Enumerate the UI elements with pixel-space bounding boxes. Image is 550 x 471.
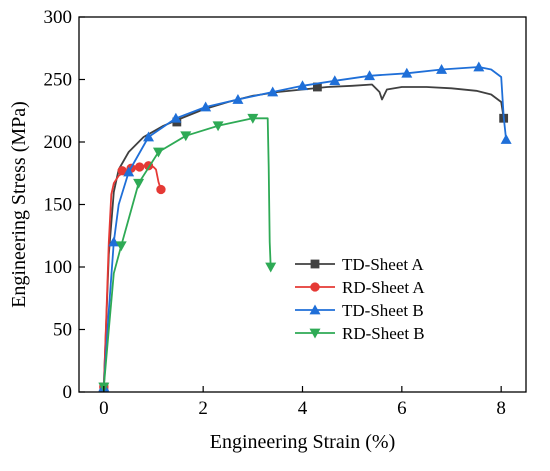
plot-frame	[78, 16, 527, 393]
legend-marker	[310, 282, 320, 292]
data-point	[180, 131, 192, 142]
data-point	[297, 80, 308, 91]
legend-marker	[309, 304, 321, 315]
x-axis-title: Engineering Strain (%)	[210, 431, 396, 453]
data-point	[436, 64, 448, 74]
series-rd-sheet-a	[99, 161, 166, 392]
data-point	[267, 86, 279, 97]
data-point	[401, 67, 413, 78]
y-tick-label: 250	[44, 70, 73, 91]
data-point	[265, 262, 277, 273]
y-tick-label: 0	[63, 382, 73, 403]
data-point	[500, 134, 512, 144]
legend-label: TD-Sheet A	[342, 255, 424, 274]
data-point	[313, 82, 322, 92]
data-point	[156, 184, 166, 195]
data-point	[117, 166, 127, 176]
series-line	[102, 66, 507, 388]
y-tick-label: 150	[44, 195, 73, 216]
data-point	[115, 241, 127, 252]
series-td-sheet-b	[98, 61, 512, 392]
legend-label: TD-Sheet B	[342, 301, 424, 320]
data-point	[123, 166, 135, 177]
data-point	[152, 147, 164, 158]
legend: TD-Sheet A RD-Sheet A TD-Sheet B RD-Sheet B	[295, 255, 425, 343]
legend-marker	[309, 328, 321, 339]
series-line	[102, 117, 272, 388]
legend-item: RD-Sheet A	[295, 278, 425, 297]
y-tick-label: 200	[44, 132, 73, 153]
data-point	[232, 94, 244, 104]
x-tick-label: 4	[298, 398, 308, 419]
y-tick-label: 100	[44, 257, 73, 278]
legend-item: TD-Sheet B	[295, 301, 424, 320]
legend-label: RD-Sheet B	[342, 324, 425, 343]
series-rd-sheet-b	[98, 113, 277, 393]
data-point	[170, 112, 182, 123]
plot-area	[98, 61, 512, 393]
data-point	[200, 101, 212, 112]
legend-marker	[310, 259, 320, 269]
y-tick-label: 50	[53, 320, 72, 341]
data-point	[134, 162, 145, 172]
data-point	[133, 178, 145, 189]
y-tick-label: 300	[44, 7, 73, 28]
x-tick-label: 0	[99, 398, 109, 419]
data-point	[108, 236, 120, 247]
legend-item: RD-Sheet B	[295, 324, 425, 343]
data-point	[473, 61, 485, 72]
x-tick-label: 2	[198, 398, 208, 419]
legend-label: RD-Sheet A	[342, 278, 425, 297]
data-point	[364, 70, 376, 81]
axes: 0 2 4 6 8 0 50 100 150 200 250 300	[44, 7, 506, 419]
y-axis-title: Engineering Stress (MPa)	[8, 101, 30, 308]
x-tick-label: 8	[496, 398, 506, 419]
data-point	[247, 113, 259, 124]
x-tick-label: 6	[397, 398, 407, 419]
data-point	[143, 131, 155, 142]
data-point	[329, 75, 341, 86]
series-line	[102, 83, 505, 388]
legend-item: TD-Sheet A	[295, 255, 424, 274]
data-point	[212, 121, 224, 132]
